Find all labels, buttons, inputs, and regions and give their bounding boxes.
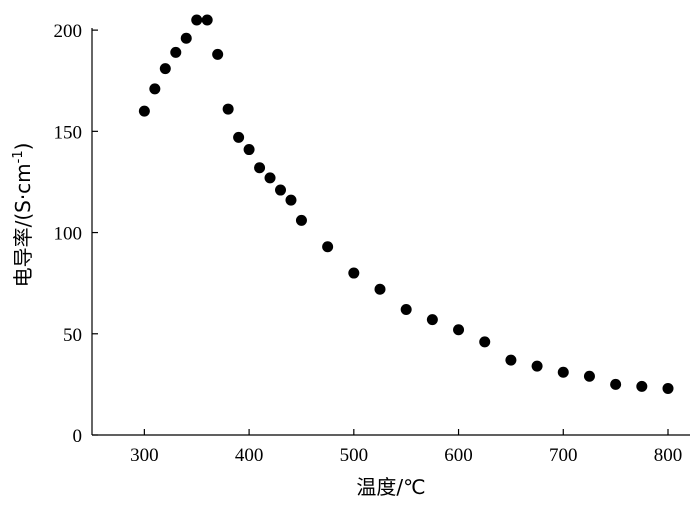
data-point bbox=[636, 380, 648, 392]
data-point bbox=[243, 144, 255, 156]
y-ticks: 0 50 100 150 200 bbox=[54, 21, 98, 447]
data-point bbox=[322, 241, 334, 253]
data-points bbox=[138, 14, 674, 394]
data-point bbox=[149, 83, 161, 95]
data-point bbox=[275, 184, 287, 196]
data-point bbox=[138, 105, 150, 117]
x-tick-label: 500 bbox=[340, 445, 369, 466]
x-tick-label: 700 bbox=[549, 445, 578, 466]
y-axis-title-superscript: -1 bbox=[11, 150, 26, 163]
data-point bbox=[159, 63, 171, 75]
y-axis-title-close: ) bbox=[11, 143, 35, 151]
data-point bbox=[479, 336, 491, 348]
x-ticks: 300 400 500 600 700 800 bbox=[130, 429, 682, 466]
data-point bbox=[222, 103, 234, 115]
y-tick-label: 100 bbox=[54, 224, 83, 245]
data-point bbox=[180, 32, 192, 44]
data-point bbox=[531, 360, 543, 372]
y-tick-label: 50 bbox=[63, 325, 82, 346]
x-tick-label: 600 bbox=[444, 445, 473, 466]
x-tick-label: 800 bbox=[654, 445, 683, 466]
x-axis-title: 温度/℃ bbox=[356, 475, 425, 499]
data-point bbox=[426, 314, 438, 326]
y-axis-title-main: 电导率/(S·cm bbox=[11, 163, 35, 287]
x-tick-label: 400 bbox=[235, 445, 264, 466]
y-tick-label: 0 bbox=[73, 426, 83, 447]
data-point bbox=[453, 324, 465, 336]
data-point bbox=[348, 267, 360, 279]
data-point bbox=[212, 48, 224, 60]
data-point bbox=[400, 303, 412, 315]
data-point bbox=[285, 194, 297, 206]
data-point bbox=[583, 370, 595, 382]
y-tick-label: 150 bbox=[54, 122, 83, 143]
data-point bbox=[557, 366, 569, 378]
axes bbox=[91, 28, 690, 436]
data-point bbox=[610, 378, 622, 390]
data-point bbox=[295, 214, 307, 226]
data-point bbox=[191, 14, 203, 26]
data-point bbox=[505, 354, 517, 366]
data-point bbox=[233, 131, 245, 143]
x-tick-label: 300 bbox=[130, 445, 159, 466]
y-axis-title: 电导率/(S·cm-1) bbox=[11, 143, 35, 288]
data-point bbox=[374, 283, 386, 295]
y-tick-label: 200 bbox=[54, 21, 83, 42]
data-point bbox=[254, 162, 266, 174]
data-point bbox=[264, 172, 276, 184]
data-point bbox=[662, 382, 674, 394]
data-point bbox=[170, 46, 182, 58]
data-point bbox=[201, 14, 213, 26]
